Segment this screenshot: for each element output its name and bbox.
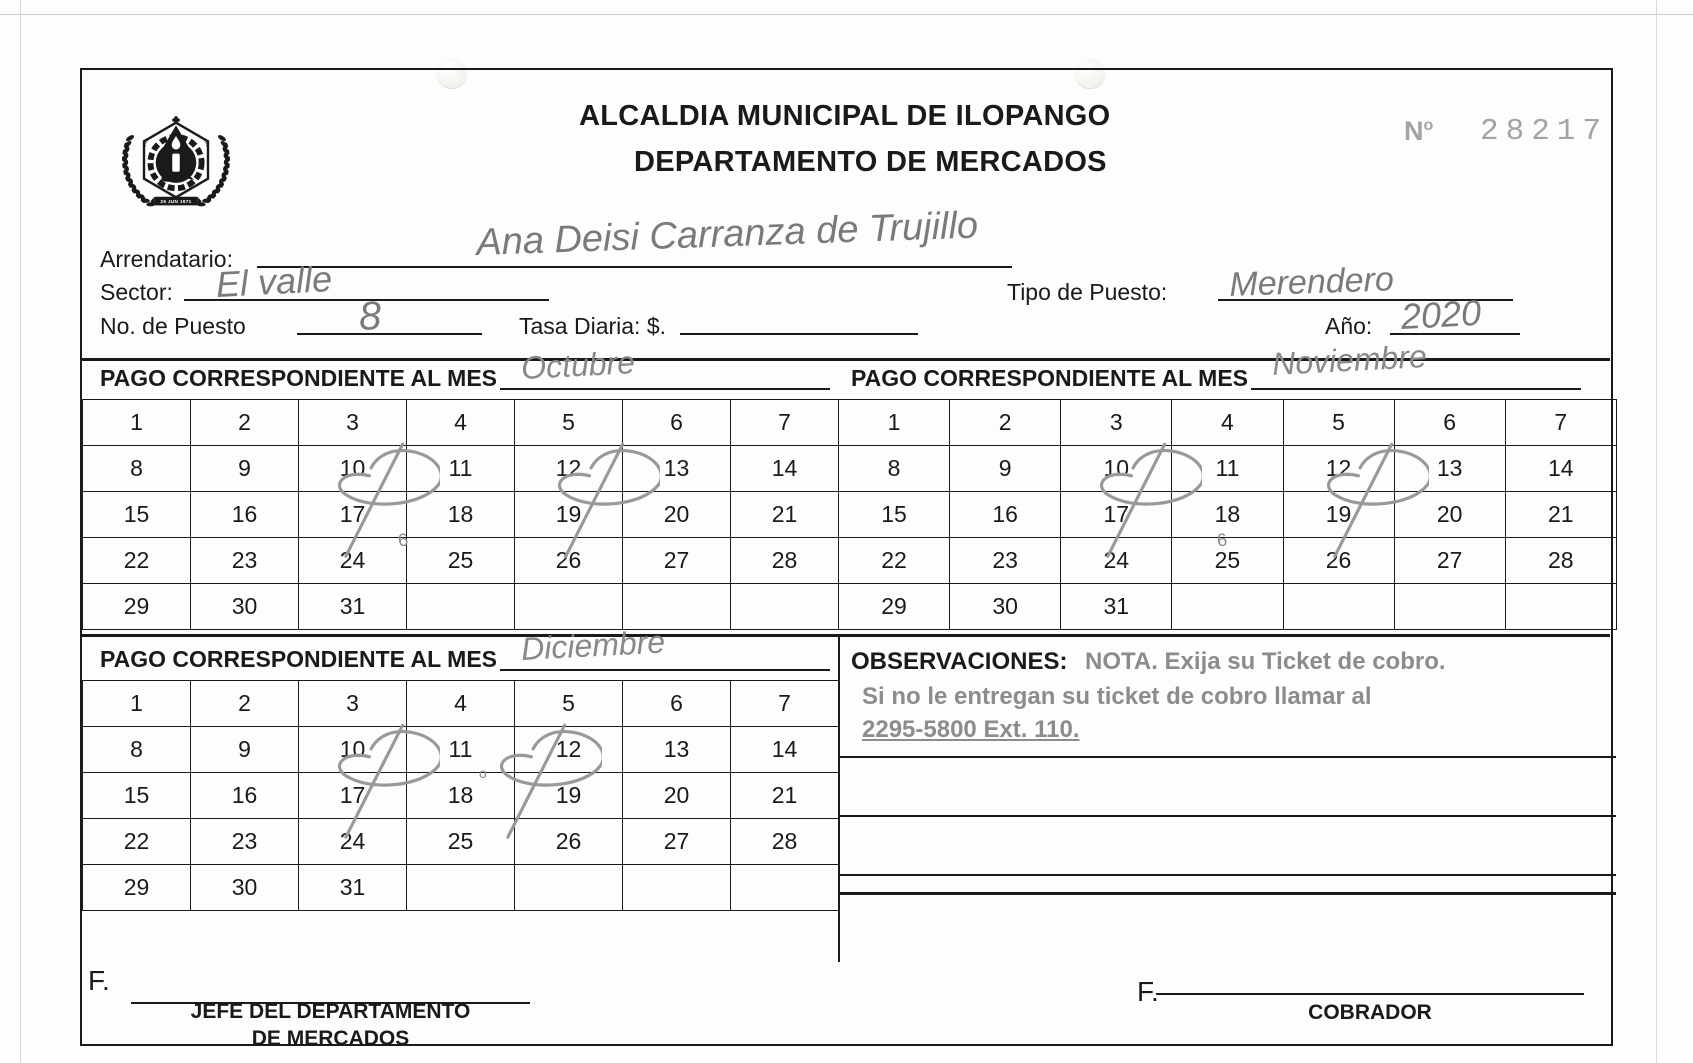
svg-text:26 JUN 1971: 26 JUN 1971 (160, 199, 191, 205)
